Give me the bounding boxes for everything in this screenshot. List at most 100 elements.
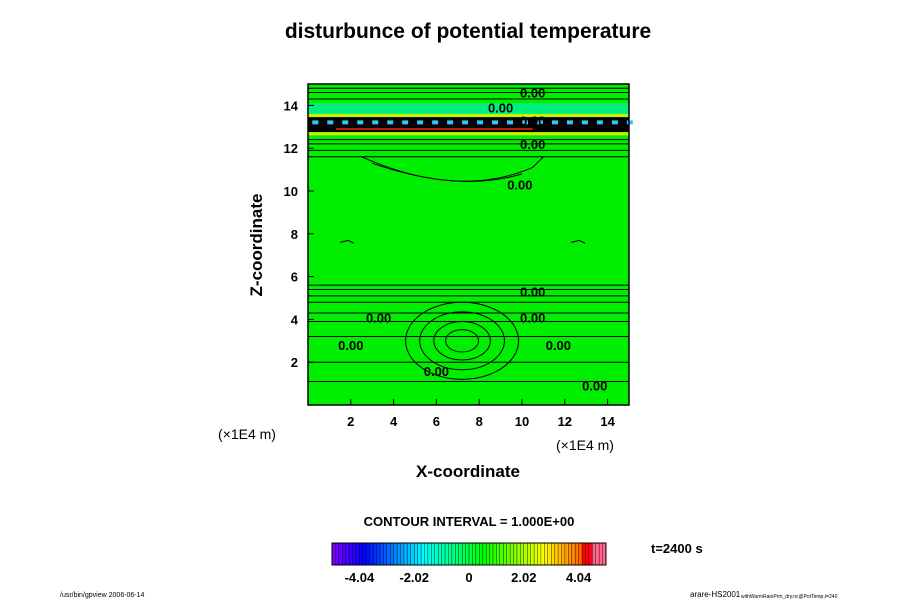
x-tick-label: 4: [390, 414, 398, 429]
contour-label: 0.00: [520, 285, 545, 300]
colorbar-band: [568, 542, 573, 566]
field-band-dense-contours: [308, 117, 629, 133]
colorbar-band: [479, 542, 484, 566]
colorbar-band: [417, 542, 422, 566]
colorbar-band: [427, 542, 432, 566]
chart-title: disturbunce of potential temperature: [285, 20, 651, 43]
colorbar-band: [533, 542, 539, 566]
colorbar-band: [348, 542, 354, 566]
contour-label: 0.00: [520, 310, 545, 325]
colorbar-band: [516, 542, 521, 566]
field-dash: [507, 120, 514, 125]
colorbar-band: [485, 542, 491, 566]
contour-line: [419, 311, 505, 371]
x-tick-label: 2: [347, 414, 354, 429]
x-tick-label: 14: [600, 414, 615, 429]
colorbar-band: [403, 542, 408, 566]
field-dash: [596, 120, 603, 125]
colorbar-band: [331, 542, 336, 566]
colorbar-band: [537, 542, 542, 566]
colorbar-band: [407, 542, 412, 566]
colorbar-band: [345, 542, 350, 566]
colorbar-band: [561, 542, 566, 566]
colorbar-band: [472, 542, 477, 566]
colorbar-band: [386, 542, 391, 566]
colorbar-band: [592, 542, 597, 566]
colorbar-band: [527, 542, 532, 566]
field-dash: [477, 120, 484, 125]
y-axis-label: Z-coordinate: [247, 194, 266, 297]
field-band-cyan: [308, 103, 629, 114]
colorbar-band: [393, 542, 398, 566]
footer-left: /usr/bin/gpview 2006-06-14: [60, 592, 145, 599]
field-dash: [432, 120, 439, 125]
footer-right-sub: withWarmRainPrm_dry.nc@PotTemp,t=240: [741, 594, 838, 600]
colorbar-band: [369, 542, 374, 566]
contour-label: 0.00: [507, 178, 532, 193]
contour-line: [405, 301, 520, 380]
colorbar-band: [461, 542, 467, 566]
contour-line: [433, 321, 491, 361]
y-tick-label: 14: [284, 98, 299, 113]
colorbar-band: [352, 542, 357, 566]
x-axis-label: X-coordinate: [416, 462, 520, 481]
colorbar-band: [437, 542, 443, 566]
colorbar-band: [379, 542, 384, 566]
colorbar-band: [482, 542, 487, 566]
colorbar-band: [355, 542, 360, 566]
field-dash: [581, 120, 588, 125]
colorbar-band: [509, 542, 515, 566]
colorbar-band: [588, 542, 593, 566]
colorbar-band: [362, 542, 367, 566]
field-dash: [357, 120, 364, 125]
contour-label: 0.00: [546, 338, 571, 353]
y-tick-label: 10: [284, 184, 298, 199]
colorbar-band: [489, 542, 494, 566]
field-dash: [462, 120, 469, 125]
x-tick-label: 8: [476, 414, 483, 429]
colorbar-tick-label: 4.04: [566, 570, 592, 585]
y-tick-label: 8: [291, 227, 298, 242]
contour-label: 0.00: [520, 113, 545, 128]
time-label: t=2400 s: [651, 541, 703, 556]
colorbar-band: [455, 542, 460, 566]
colorbar-band: [448, 542, 453, 566]
colorbar-band: [376, 542, 381, 566]
field-dash: [402, 120, 409, 125]
colorbar-band: [557, 542, 562, 566]
colorbar-tick-label: 2.02: [511, 570, 536, 585]
colorbar-band: [503, 542, 508, 566]
contour-label: 0.00: [488, 101, 513, 116]
contour-line: [571, 239, 586, 244]
colorbar-band: [441, 542, 446, 566]
field-dash: [327, 120, 334, 125]
field-dash: [417, 120, 424, 125]
colorbar-band: [530, 542, 535, 566]
colorbar-band: [424, 542, 429, 566]
contour-label: 0.00: [582, 379, 607, 394]
colorbar-band: [513, 542, 518, 566]
contour-label: 0.00: [424, 364, 449, 379]
colorbar-band: [465, 542, 470, 566]
contour-line: [372, 162, 523, 182]
colorbar-band: [523, 542, 528, 566]
colorbar-band: [383, 542, 388, 566]
colorbar-band: [359, 542, 364, 566]
colorbar-band: [540, 542, 545, 566]
colorbar-band: [410, 542, 415, 566]
colorbar-frame: [331, 542, 607, 566]
field-dash: [342, 120, 349, 125]
colorbar-band: [396, 542, 402, 566]
colorbar-band: [475, 542, 480, 566]
field-dash: [536, 120, 543, 125]
colorbar-tick-label: 0: [465, 570, 472, 585]
contour-label: 0.00: [338, 338, 363, 353]
field-dash: [492, 120, 499, 125]
x-tick-label: 12: [558, 414, 572, 429]
colorbar-band: [431, 542, 436, 566]
colorbar-band: [585, 542, 590, 566]
y-tick-label: 6: [291, 270, 298, 285]
plot-frame: [307, 83, 630, 406]
colorbar-band: [335, 542, 340, 566]
x-tick-label: 10: [515, 414, 529, 429]
